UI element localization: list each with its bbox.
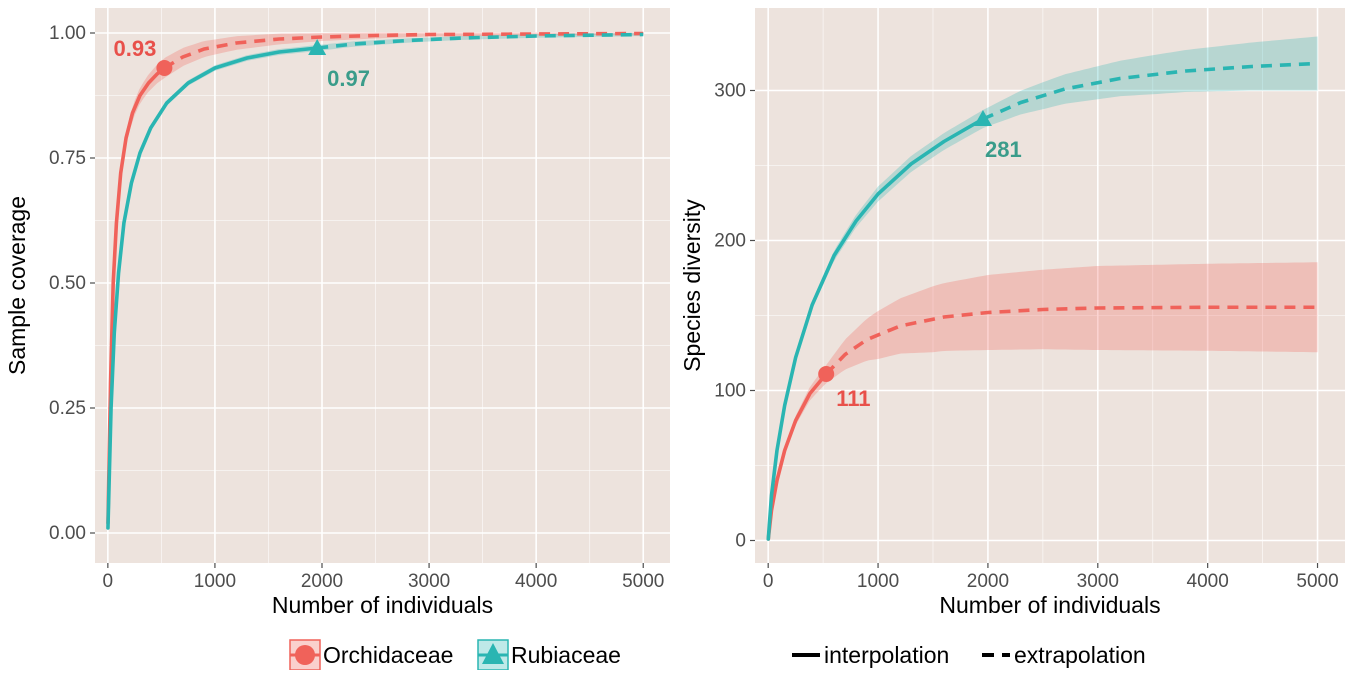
legend-label-orchidaceae: Orchidaceae (323, 642, 453, 668)
reference-point-rubiaceae (973, 110, 992, 126)
legend-key-rubiaceae (477, 639, 509, 671)
x-axis-title: Number of individuals (272, 592, 493, 618)
triangle-icon (482, 643, 504, 664)
panel-right: 0 1000 2000 3000 4000 5000 0 100 200 300 Number of… (679, 8, 1345, 618)
y-tick-label: 0.50 (49, 273, 86, 294)
x-tick-label: 4000 (515, 571, 557, 592)
reference-point-orchidaceae (156, 60, 173, 76)
interpolation-line-rubiaceae (766, 117, 985, 541)
extrapolation-line-orchidaceae (163, 31, 644, 70)
reference-point-label-rubiaceae: 281 (985, 137, 1022, 162)
extrapolation-line-orchidaceae (824, 305, 1318, 376)
reference-point-label-orchidaceae: 0.93 (114, 36, 157, 61)
x-tick-label: 2000 (967, 571, 1009, 592)
legend-label-rubiaceae: Rubiaceae (511, 642, 621, 668)
legend-key-orchidaceae (289, 639, 321, 671)
legend-groups: Orchidaceae Rubiaceae (289, 639, 621, 671)
x-tick-label: 1000 (194, 571, 236, 592)
legend-methods: interpolation extrapolation (792, 642, 1146, 668)
x-tick-label: 5000 (1296, 571, 1338, 592)
panel-background (755, 8, 1345, 563)
legend-label-extrapolation: extrapolation (1014, 642, 1146, 668)
x-tick-label: 3000 (408, 571, 450, 592)
y-axis-title: Species diversity (679, 199, 705, 372)
y-tick-label: 0 (735, 531, 746, 552)
x-tick-label: 4000 (1187, 571, 1229, 592)
interpolation-line-rubiaceae (106, 46, 319, 530)
x-tick-label: 5000 (622, 571, 664, 592)
reference-point-label-rubiaceae: 0.97 (327, 66, 370, 91)
y-tick-label: 200 (714, 231, 746, 252)
reference-point-rubiaceae (308, 39, 327, 55)
x-tick-label: 3000 (1077, 571, 1119, 592)
circle-icon (295, 645, 315, 665)
extrapolation-line-rubiaceae (982, 61, 1318, 121)
data-layer (106, 31, 644, 531)
y-tick-label: 0.25 (49, 398, 86, 419)
y-tick-label: 1.00 (49, 23, 86, 44)
y-axis-title: Sample coverage (4, 196, 30, 375)
x-axis-title: Number of individuals (939, 592, 1160, 618)
legend-label-interpolation: interpolation (824, 642, 949, 668)
y-tick-label: 0.75 (49, 148, 86, 169)
y-tick-label: 300 (714, 81, 746, 102)
confidence-band-orchidaceae (768, 262, 1318, 540)
x-tick-label: 2000 (301, 571, 343, 592)
x-tick-label: 0 (103, 571, 114, 592)
data-layer (766, 36, 1318, 541)
extrapolation-line-rubiaceae (316, 32, 644, 50)
x-tick-label: 0 (763, 571, 774, 592)
y-tick-label: 100 (714, 381, 746, 402)
interpolation-line-orchidaceae (106, 66, 167, 525)
x-tick-label: 1000 (857, 571, 899, 592)
confidence-band-rubiaceae (768, 36, 1318, 540)
reference-point-orchidaceae (818, 366, 835, 382)
panel-left: 0 1000 2000 3000 4000 5000 0.00 0.25 0.50 0.75 1.0… (4, 8, 670, 618)
y-tick-label: 0.00 (49, 523, 86, 544)
reference-point-label-orchidaceae: 111 (836, 386, 870, 411)
